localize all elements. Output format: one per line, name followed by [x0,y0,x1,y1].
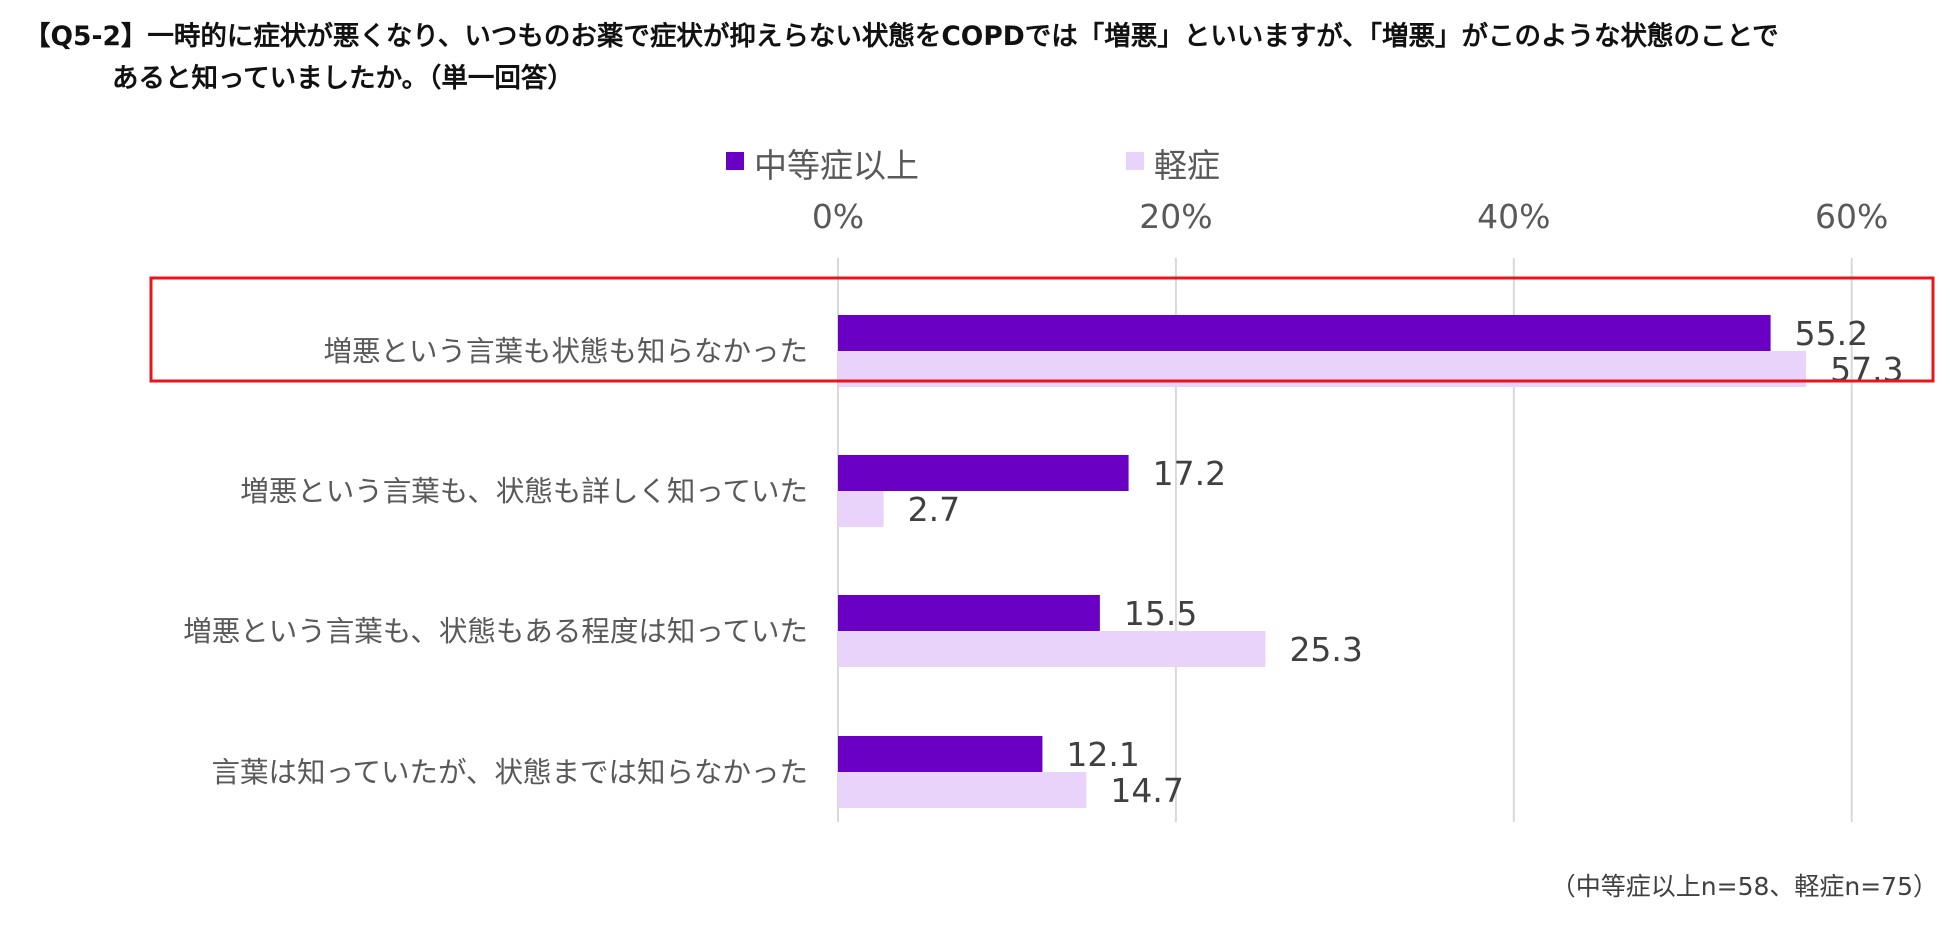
category-label-2: 増悪という言葉も、状態もある程度は知っていた [183,615,808,648]
value-labels: 55.257.3 17.2 2.7 15.5 25.3 12.114.7 [908,314,1904,810]
x-axis-ticks: 0% 20% 40% 60% [812,197,1889,236]
bar-1-1 [838,491,884,527]
legend-swatch-1 [1126,152,1144,170]
category-labels: 増悪という言葉も状態も知らなかった増悪という言葉も、状態も詳しく知っていた増悪と… [183,335,808,789]
category-label-1: 増悪という言葉も、状態も詳しく知っていた [240,475,808,508]
bar-3-0 [838,736,1043,772]
x-tick-label-0: 0% [812,197,864,236]
x-tick-label-2: 40% [1477,197,1550,236]
legend-label-1: 軽症 [1154,146,1220,185]
category-label-3: 言葉は知っていたが、状態までは知らなかった [211,756,808,789]
legend-swatch-0 [726,152,744,170]
x-tick-label-1: 20% [1139,197,1212,236]
highlight-box [149,276,1935,383]
chart-title-line-2: あると知っていましたか。（単一回答） [112,63,574,94]
chart-title-line-1: 【Q5-2】一時的に症状が悪くなり、いつものお薬で症状が抑えらない状態をCOPD… [24,21,1779,52]
value-label-2-0: 15.5 [1124,594,1197,633]
sample-size-footnote: （中等症以上n=58、軽症n=75） [1551,872,1938,901]
value-label-3-1: 14.7 [1110,771,1183,810]
value-label-1-1: 2.7 [908,490,960,529]
value-label-2-1: 25.3 [1289,630,1362,669]
bar-2-0 [838,595,1100,631]
x-tick-label-3: 60% [1815,197,1888,236]
bar-2-1 [838,631,1266,667]
legend: 中等症以上 軽症 [726,146,1220,185]
bar-0-0 [838,315,1771,351]
bar-1-0 [838,455,1129,491]
bar-3-1 [838,772,1087,808]
value-label-0-0: 55.2 [1795,314,1868,353]
bars [838,315,1807,808]
chart-title: 【Q5-2】一時的に症状が悪くなり、いつものお薬で症状が抑えらない状態をCOPD… [24,16,1944,100]
category-label-0: 増悪という言葉も状態も知らなかった [323,335,808,368]
value-label-0-1: 57.3 [1830,350,1903,389]
legend-label-0: 中等症以上 [754,146,919,185]
value-label-1-0: 17.2 [1153,454,1226,493]
value-label-3-0: 12.1 [1066,735,1139,774]
